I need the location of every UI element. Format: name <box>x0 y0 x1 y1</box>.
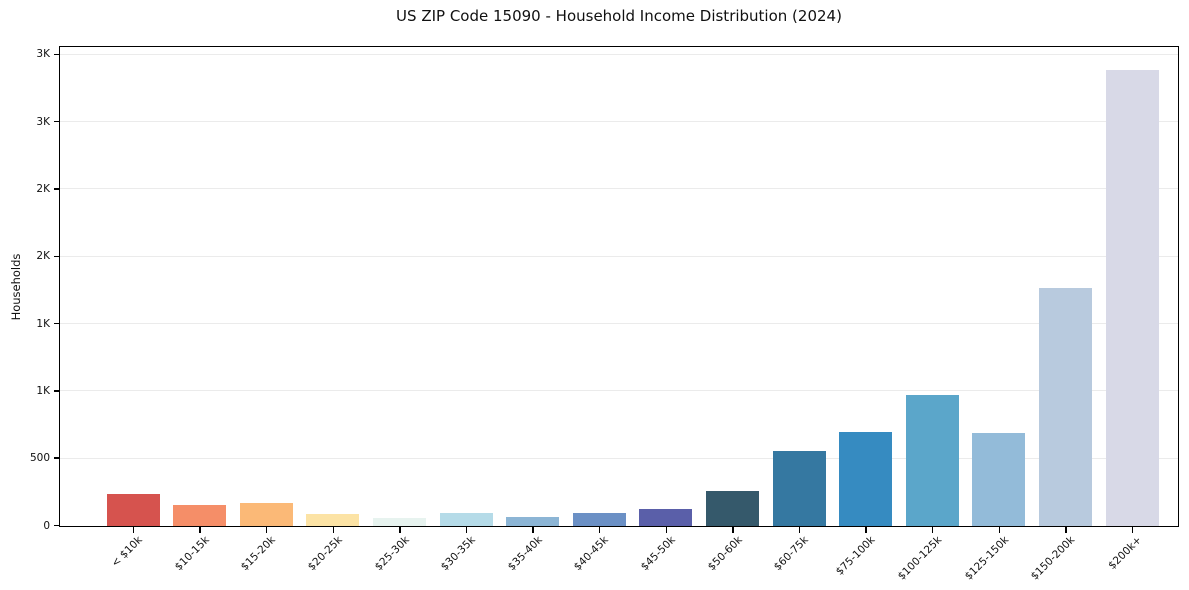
bar <box>705 491 759 526</box>
x-tick-label: $75-100k <box>833 534 878 578</box>
x-tick-mark <box>1065 527 1067 533</box>
gridline <box>60 255 1178 257</box>
bar <box>306 513 360 526</box>
x-tick-label: $150-200k <box>1028 534 1078 583</box>
y-tick-label: 3K <box>36 48 50 61</box>
bar <box>239 502 293 526</box>
x-tick-mark <box>798 527 801 533</box>
x-tick-label: $50-60k <box>705 534 745 574</box>
x-tick-label: $20-25k <box>305 534 345 574</box>
bar <box>106 494 160 526</box>
y-tick-mark <box>54 255 59 257</box>
bar <box>1105 70 1159 526</box>
bar <box>572 512 626 526</box>
x-tick-label: < $10k <box>109 534 145 570</box>
chart-title: US ZIP Code 15090 - Household Income Dis… <box>396 7 842 25</box>
y-tick-mark <box>54 120 59 123</box>
bar <box>839 432 893 526</box>
plot-area <box>59 46 1179 527</box>
gridline <box>60 188 1178 190</box>
x-tick-mark <box>931 527 934 533</box>
y-axis-label: Households <box>9 253 23 321</box>
y-tick-label: 3K <box>36 115 50 128</box>
x-tick-label: $200k+ <box>1106 534 1144 572</box>
x-tick-label: $40-45k <box>572 534 612 574</box>
gridline <box>60 323 1178 324</box>
y-tick-label: 1K <box>36 317 50 330</box>
x-tick-mark <box>865 527 867 533</box>
y-tick-label: 1K <box>36 384 50 397</box>
x-tick-label: $45-50k <box>638 534 678 574</box>
x-tick-mark <box>132 527 135 533</box>
bar <box>772 450 826 526</box>
x-tick-mark <box>199 527 201 533</box>
x-tick-mark <box>532 527 534 533</box>
y-tick-label: 500 <box>29 452 50 465</box>
gridline <box>60 121 1178 123</box>
x-tick-mark <box>332 527 334 533</box>
x-tick-mark <box>998 527 1000 533</box>
x-tick-label: $15-20k <box>239 534 279 574</box>
y-tick-mark <box>54 457 59 459</box>
x-tick-label: $10-15k <box>172 534 212 574</box>
bar <box>972 432 1026 526</box>
bar <box>1038 287 1092 526</box>
x-tick-label: $100-125k <box>895 534 945 583</box>
gridline <box>60 457 1178 459</box>
x-tick-mark <box>1131 527 1134 533</box>
y-tick-mark <box>54 524 59 527</box>
x-tick-label: $125-150k <box>962 534 1011 583</box>
x-tick-mark <box>465 527 468 533</box>
x-tick-label: $30-35k <box>438 534 478 574</box>
y-tick-label: 0 <box>43 519 50 532</box>
x-tick-label: $35-40k <box>505 534 545 574</box>
y-tick-mark <box>54 188 59 190</box>
y-tick-label: 2K <box>36 250 50 263</box>
bar <box>173 504 227 526</box>
y-tick-mark <box>54 390 59 392</box>
bar <box>905 394 959 526</box>
y-tick-label: 2K <box>36 182 50 195</box>
bar <box>506 516 560 526</box>
x-tick-mark <box>665 527 667 533</box>
x-tick-mark <box>265 527 268 533</box>
y-tick-mark <box>54 322 59 325</box>
gridline <box>60 390 1178 392</box>
x-tick-label: $60-75k <box>771 534 811 574</box>
bar <box>439 513 493 526</box>
gridline <box>60 53 1178 55</box>
y-tick-mark <box>54 53 59 55</box>
x-tick-mark <box>598 527 601 533</box>
x-tick-mark <box>399 527 401 533</box>
x-tick-mark <box>732 527 734 533</box>
bar <box>372 517 426 526</box>
x-tick-label: $25-30k <box>372 534 412 574</box>
bar <box>639 508 693 526</box>
